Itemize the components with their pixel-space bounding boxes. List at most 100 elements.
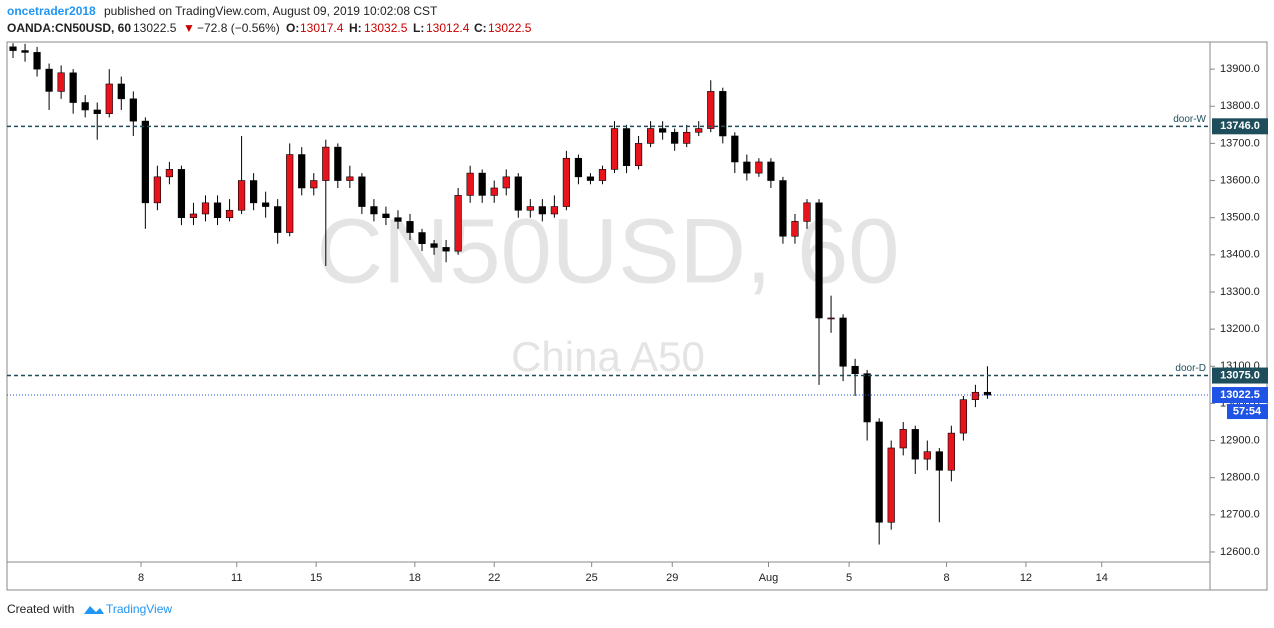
candle-body [526,206,534,211]
candle-body [418,232,426,244]
candle-body [322,146,330,181]
level-tag [1212,118,1268,135]
watermark: CN50USD, 60 [317,200,900,302]
candle-body [791,221,799,237]
candle-body [598,169,607,181]
x-tick-label: 11 [231,572,242,584]
c-value: 13022.5 [488,21,532,35]
candle-body [262,202,270,207]
candle-body [983,391,992,396]
candle-body [442,247,450,252]
footer-brand[interactable]: TradingView [106,602,172,616]
candle-body [502,176,510,189]
candle-body [743,161,751,174]
candle-body [177,169,186,218]
candle-body [779,180,787,237]
candle-body [201,202,210,215]
x-tick-label: 8 [943,572,949,584]
candle-body [646,128,655,144]
candle-body [911,429,919,460]
candle-body [274,206,282,233]
level-label: 13075.0 [1220,369,1260,381]
last-price-label: 13022.5 [1220,389,1260,401]
x-tick-label: 15 [310,572,322,584]
candle-body [803,202,811,222]
candle-body [707,91,715,129]
candle-body [334,146,342,181]
arrow: ▼ [183,21,195,35]
candle-body [490,187,498,196]
candle-body [851,365,859,374]
candle-body [454,195,462,252]
candle-body [45,68,53,92]
candle-body [21,50,29,53]
candle-body [586,176,595,181]
candle-body [574,157,583,178]
footer-created: Created with [7,602,74,616]
candle-body [634,143,643,166]
candle-body [550,206,558,215]
candle-body [875,421,883,523]
o-value: 13017.4 [300,21,344,35]
candle-body [406,221,414,233]
price: 13022.5 [133,21,177,35]
candle-body [827,317,835,320]
logo [84,606,104,614]
y-tick-label: 12800.0 [1220,472,1260,484]
candle-body [695,128,703,133]
level-label: 13746.0 [1220,120,1260,132]
x-tick-label: 12 [1020,572,1032,584]
level-name: door-D [1175,363,1206,374]
x-tick-label: 14 [1096,572,1108,584]
candle-body [105,83,113,114]
candle-body [358,176,366,207]
candle-body [346,176,354,181]
candle-body [430,243,438,248]
candle-body [887,447,895,523]
candle-body [935,451,943,471]
y-tick-label: 12900.0 [1220,434,1260,446]
candle-body [610,128,619,170]
candle-body [153,176,161,204]
candle-body [767,161,775,181]
candle-body [298,154,306,189]
candle-body [815,202,823,319]
x-tick-label: 29 [666,572,678,584]
x-tick-label: 5 [846,572,852,584]
candle-body [225,209,234,218]
level-tag [1212,367,1268,384]
y-tick-label: 13500.0 [1220,212,1260,224]
candle-body [189,213,198,218]
candle-body [286,154,294,233]
y-tick-label: 13700.0 [1220,137,1260,149]
y-tick-label: 13300.0 [1220,286,1260,298]
candle-body [129,98,137,122]
candle-body [839,317,847,367]
candle-body [899,429,907,449]
candle-body [719,91,727,137]
candle-body [478,172,486,196]
candle-body [562,157,571,207]
author[interactable]: oncetrader2018 [7,4,96,18]
candle-body [33,52,41,70]
countdown-tag [1227,404,1268,420]
y-tick-label: 12700.0 [1220,509,1260,521]
x-tick-label: 25 [586,572,598,584]
y-tick-label: 13600.0 [1220,174,1260,186]
x-tick-label: 18 [409,572,421,584]
symbol: OANDA:CN50USD, 60 [7,21,131,35]
h-label: H: [349,21,362,35]
candle-body [250,180,258,204]
candle-body [213,202,222,218]
x-tick-label: 8 [138,572,144,584]
candle-body [863,373,871,423]
candle-body [117,83,125,100]
countdown: 57:54 [1233,405,1262,417]
c-label: C: [474,21,487,35]
candle-body [659,128,667,133]
candle-body [394,217,402,222]
watermark-sub: China A50 [511,333,705,380]
frame [6,41,1268,591]
l-value: 13012.4 [426,21,470,35]
